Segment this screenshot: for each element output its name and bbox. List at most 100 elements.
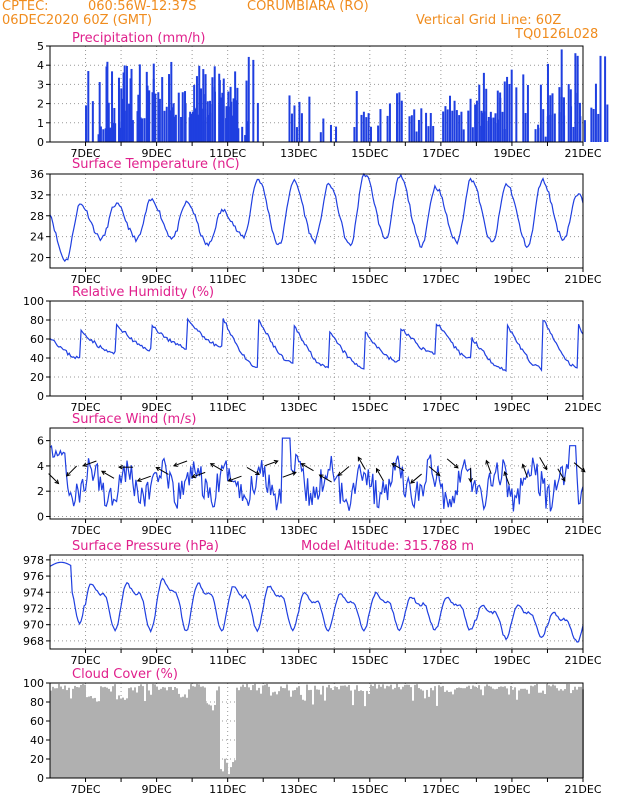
cloud-bar [520,688,522,778]
precip-bar [85,105,88,142]
precip-bar [290,113,293,142]
cloud-bar [212,710,214,778]
pres-xtick-label: 7DEC [70,654,100,667]
cloud-bar [166,690,168,778]
cloud-bar [244,687,246,778]
cloud-xtick-label: 11DEC [209,783,246,796]
cloud-bar [72,688,74,778]
cloud-bar [100,686,102,778]
precip-title: Precipitation (mm/h) [72,31,205,46]
wind-arrow-shaft [228,475,242,482]
cloud-bar [384,688,386,778]
cloud-bar [434,686,436,778]
precip-bar [553,113,556,142]
precip-bar [460,111,463,142]
cloud-bar [308,690,310,778]
precip-bar [574,53,577,142]
precip-bar [195,108,198,142]
cloud-xtick-label: 13DEC [280,783,317,796]
cloud-bar [542,690,544,778]
wind-arrow-shaft [191,471,206,478]
cloud-bar [254,683,256,778]
temp-ytick-label: 20 [30,252,44,265]
cloud-bar [172,690,174,778]
cloud-bar [184,694,186,778]
cloud-bar [262,685,264,778]
cloud-bar [200,686,202,778]
precip-bar [170,61,173,143]
rh-ytick-label: 80 [30,314,44,327]
precip-bar [293,105,296,142]
cloud-bar [128,688,130,778]
precip-bar [408,116,411,142]
cloud-bar [286,684,288,778]
precip-bar [415,131,418,142]
pres-xtick-label: 11DEC [209,654,246,667]
precip-bar [91,101,94,142]
precip-bar [444,106,447,142]
cloud-bar [270,695,272,778]
cloud-bar [218,686,220,778]
cloud-bar [380,686,382,778]
cloud-bar [330,688,332,778]
cloud-bar [574,686,576,778]
temp-xtick-label: 17DEC [422,273,459,286]
cloud-bar [306,684,308,778]
cloud-bar [134,687,136,778]
pres-xtick-label: 13DEC [280,654,317,667]
precip-bar [322,118,325,142]
precip-bar [196,114,199,142]
cloud-bar [282,688,284,778]
cloud-bar [168,686,170,778]
cloud-bar [154,684,156,778]
wind-arrow-head [291,471,297,476]
cloud-bar [88,696,90,778]
cloud-bar [66,690,68,778]
cloud-frame [49,682,584,779]
cloud-bar [466,686,468,778]
cloud-bar [120,698,122,778]
cloud-bar [420,689,422,778]
cloud-bar [428,696,430,778]
precip-bar [478,84,481,142]
precip-bar [592,108,595,142]
precip-bar [558,87,561,142]
cloud-bar [196,683,198,778]
cloud-bar [180,697,182,778]
cloud-bar [152,683,154,778]
rh-series-line [49,317,584,373]
cloud-bar [86,697,88,778]
cloud-bar [554,685,556,778]
precip-bar [551,93,554,142]
precip-bar [604,56,607,143]
rh-title: Relative Humidity (%) [72,285,214,300]
precip-bar [177,92,180,142]
cloud-bar [64,685,66,778]
cloud-ytick-label: 0 [37,772,44,785]
wind-arrow-shaft [357,457,366,470]
precip-bar [247,121,250,142]
cloud-bar [476,687,478,778]
precip-bar [501,111,504,142]
cloud-bar [460,687,462,778]
precip-bar [298,101,301,142]
cloud-bar [516,699,518,778]
precip-bar [198,65,201,142]
precip-bar [549,95,552,142]
precip-bar [432,125,435,142]
wind-arrow-shaft [101,470,115,479]
cloud-bar [132,690,134,778]
precip-bar [204,109,207,142]
cloud-bar [236,687,238,778]
cloud-bar [518,690,520,778]
cloud-bar [456,687,458,778]
cloud-bar [524,688,526,778]
precip-bar [590,107,593,142]
wind-ytick-label: 0 [37,510,44,523]
cloud-bar [174,686,176,778]
cloud-bar [492,688,494,778]
precip-bar [193,84,196,142]
cloud-bar [566,683,568,778]
wind-arrow-shaft [522,464,528,478]
run-label: 06DEC2020 60Z (GMT) [2,13,153,28]
